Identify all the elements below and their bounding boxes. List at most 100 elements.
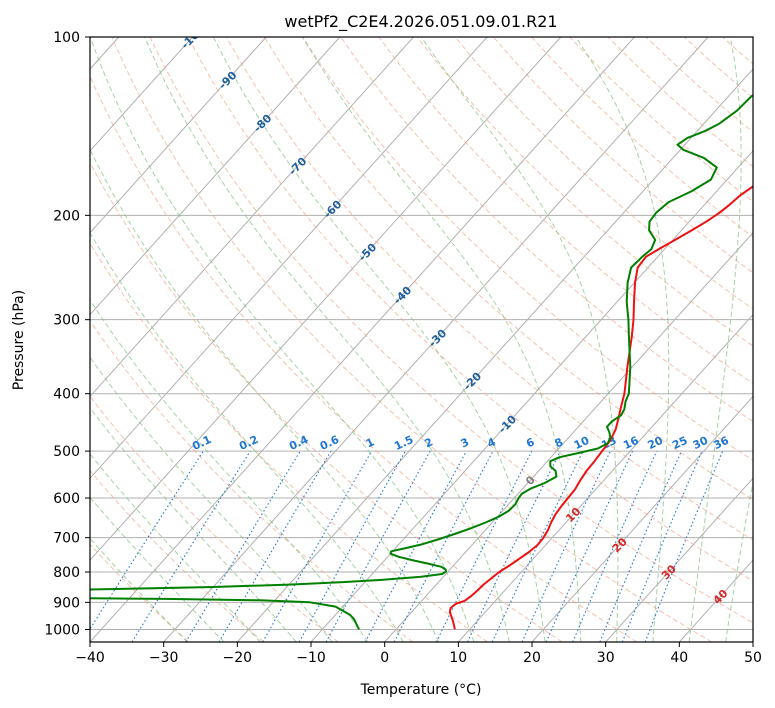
dewpoint-profile-line	[90, 94, 753, 630]
temperature-profile-line	[448, 185, 753, 630]
x-tick-label: −20	[223, 650, 253, 666]
axes: −40 −30 −20 −10 0 10 20 30 40 5010020030040050060…	[44, 30, 762, 666]
y-tick-label: 1000	[44, 622, 80, 638]
isohume-label: 16	[621, 434, 641, 452]
dry-adiabat	[90, 469, 264, 642]
dry-adiabat	[683, 37, 753, 99]
isotherm-gridline	[752, 641, 753, 642]
dry-adiabat	[454, 37, 753, 310]
isohume-line	[491, 450, 584, 642]
y-tick-label: 300	[53, 313, 80, 329]
dry-adiabat	[264, 37, 753, 501]
isotherm-gridline	[531, 395, 753, 642]
isotherm-gridline	[605, 477, 753, 642]
isohume-label: 36	[712, 434, 732, 452]
isotherm-gridline	[90, 37, 193, 152]
dry-adiabat	[90, 320, 414, 642]
moist-adiabat	[144, 37, 510, 642]
dry-adiabat	[111, 37, 712, 642]
isohume-line	[644, 450, 724, 642]
isohume-label: 20	[646, 434, 666, 452]
isohume-label: 4	[485, 435, 498, 450]
dry-adiabat	[340, 37, 753, 423]
isohume-line	[599, 450, 682, 642]
dry-adiabat	[90, 75, 638, 642]
plot-frame	[89, 36, 754, 643]
x-tick-label: 40	[670, 650, 688, 666]
isohume-line	[131, 450, 251, 642]
dry-adiabat	[90, 395, 339, 642]
isohume-line	[435, 450, 533, 642]
moist-adiabat	[212, 37, 546, 642]
dry-adiabat	[90, 242, 488, 642]
x-tick-label: 20	[523, 650, 541, 666]
moist-adiabat	[90, 453, 261, 642]
isotherm-gridline	[90, 37, 414, 398]
dry-adiabat	[607, 37, 753, 168]
isotherm-gridline	[90, 37, 341, 316]
isohume-label: 0.6	[318, 433, 341, 453]
moist-adiabat	[90, 37, 475, 642]
x-tick-label: −40	[75, 650, 105, 666]
isohume-line	[325, 450, 431, 642]
x-tick-label: 30	[597, 650, 615, 666]
isohume-label: 10	[572, 434, 592, 452]
y-tick-label: 100	[53, 30, 80, 46]
isohume-line	[364, 450, 467, 642]
dry-adiabat	[761, 37, 775, 642]
moist-adiabat	[90, 537, 188, 642]
y-tick-label: 400	[53, 387, 80, 403]
isohume-line	[545, 450, 633, 642]
isohume-label: 1	[364, 435, 376, 450]
isohume-line	[621, 450, 703, 642]
y-tick-label: 800	[53, 565, 80, 581]
moist-adiabat	[688, 37, 742, 642]
moist-adiabat	[90, 356, 333, 642]
x-tick-label: 0	[380, 650, 389, 666]
isotherm-gridline	[90, 37, 562, 561]
isotherm-gridline	[90, 37, 267, 234]
x-tick-label: 10	[449, 650, 467, 666]
isohume-line	[262, 450, 373, 642]
y-tick-label: 900	[53, 595, 80, 611]
dry-adiabat	[90, 543, 190, 642]
isohume-line	[298, 450, 406, 642]
moist-adiabat	[90, 148, 440, 642]
moist-adiabat	[420, 37, 619, 642]
y-tick-label: 600	[53, 491, 80, 507]
isotherm-gridline	[236, 68, 753, 642]
isotherm-gridline	[90, 37, 635, 642]
y-tick-label: 200	[53, 208, 80, 224]
x-tick-label: 50	[744, 650, 762, 666]
moist-adiabat	[90, 231, 404, 642]
y-tick-label: 700	[53, 531, 80, 547]
isohume-label: 1.5	[392, 433, 415, 453]
isohume-line	[90, 450, 204, 630]
isohume-label: 3	[459, 435, 471, 450]
dry-adiabat	[149, 37, 753, 624]
isotherm-gridline	[163, 37, 709, 642]
moist-adiabat	[725, 479, 753, 642]
moist-adiabat	[575, 37, 670, 642]
y-axis-label: Pressure (hPa)	[11, 290, 27, 390]
dry-adiabat	[187, 37, 753, 582]
isotherm-gridline	[457, 313, 753, 642]
x-axis-label: Temperature (°C)	[360, 682, 482, 698]
moist-adiabat	[90, 496, 225, 642]
isohume-label: 30	[691, 434, 711, 452]
isotherm-gridline	[678, 559, 753, 642]
dry-adiabat	[90, 161, 563, 642]
x-tick-label: −30	[149, 650, 179, 666]
isotherm-gridline	[384, 231, 753, 642]
isohume-label: 0.1	[190, 433, 213, 453]
isotherm-gridline	[310, 150, 753, 642]
isotherm-gridline	[90, 37, 488, 480]
isohume-label: 25	[670, 434, 689, 452]
y-tick-label: 500	[53, 444, 80, 460]
dry-adiabat	[302, 37, 753, 461]
dry-adiabat	[531, 37, 753, 238]
isohume-label: 0.4	[287, 433, 310, 453]
dry-adiabat	[493, 37, 753, 274]
dry-adiabat	[416, 37, 753, 347]
